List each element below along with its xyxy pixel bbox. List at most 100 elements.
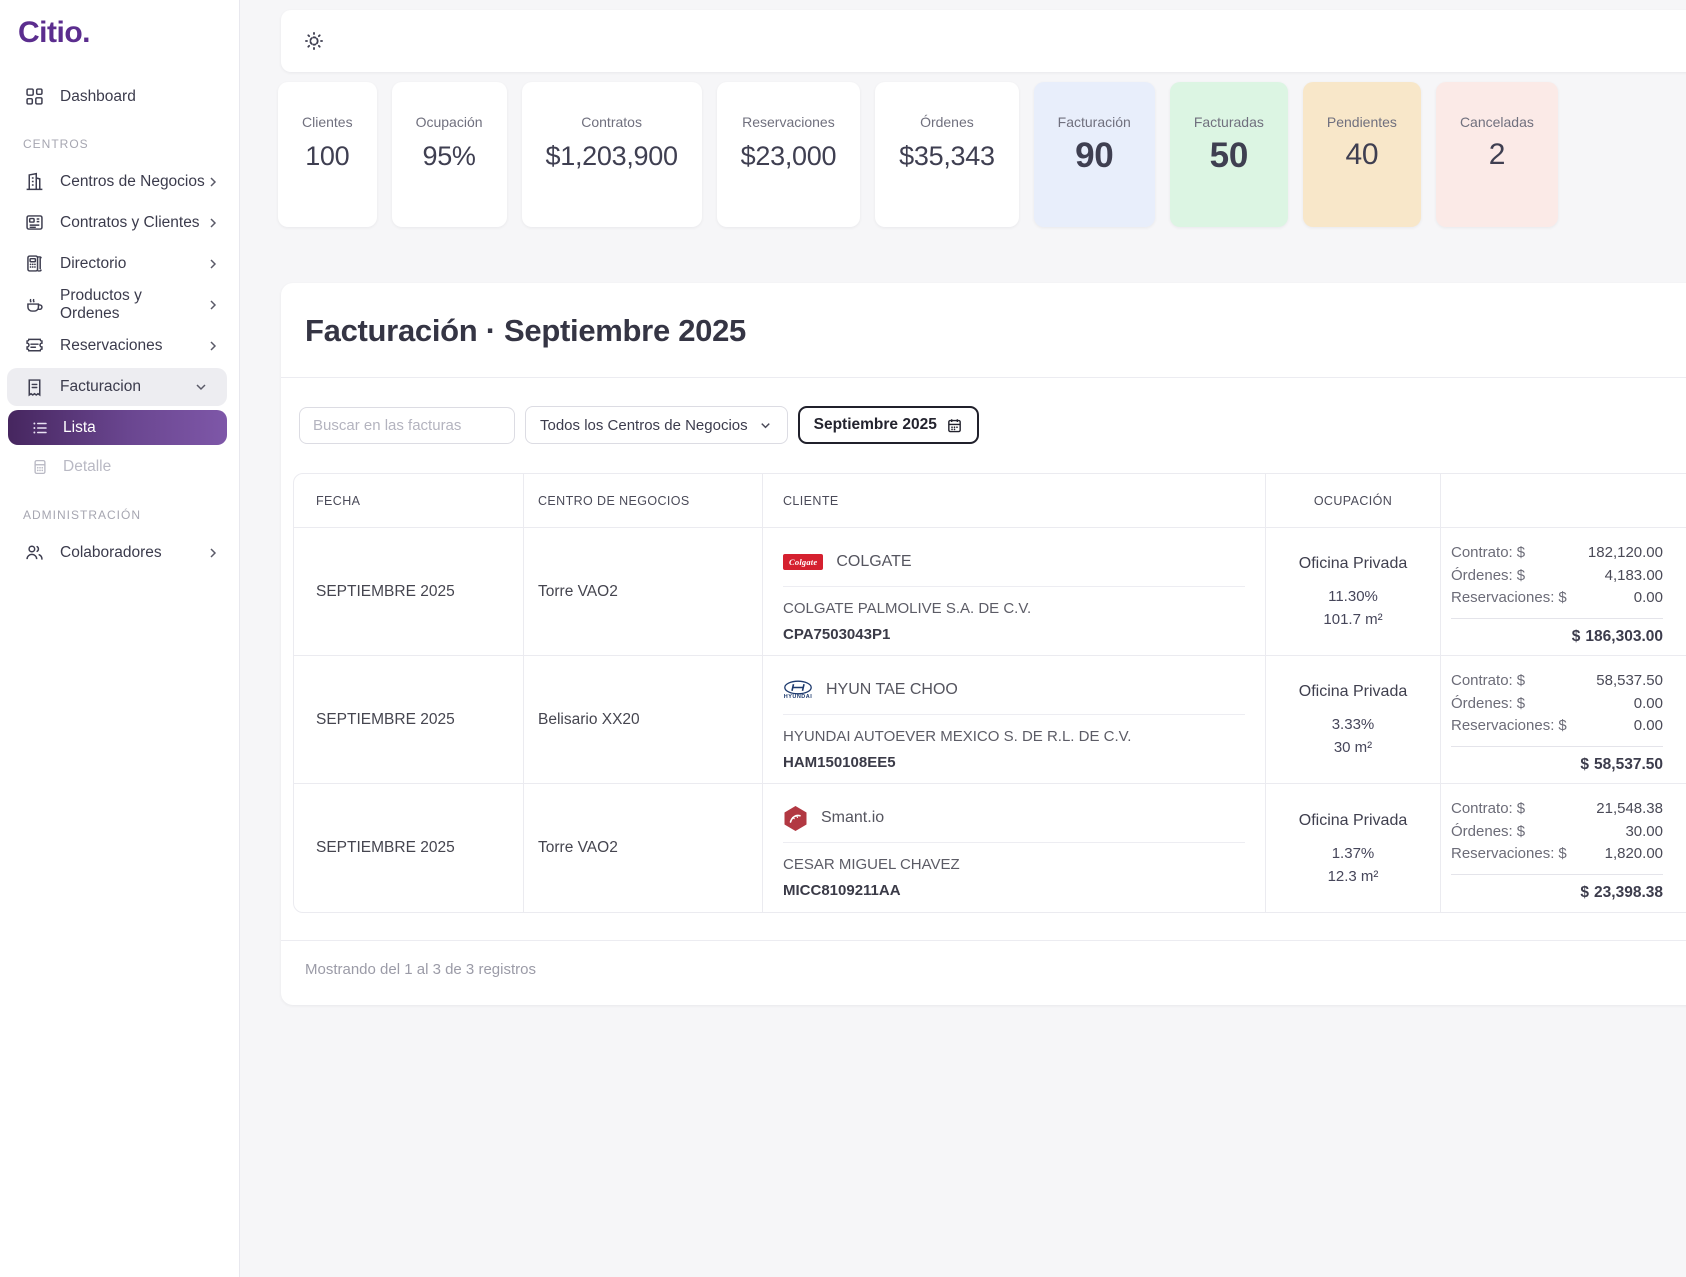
stat-label: Canceladas xyxy=(1459,114,1534,130)
value-label: Contrato: xyxy=(1451,800,1513,817)
client-rfc: CPA7503043P1 xyxy=(783,626,891,643)
client-company: COLGATE PALMOLIVE S.A. DE C.V. xyxy=(783,600,1032,617)
stat-label: Facturadas xyxy=(1193,114,1264,130)
section-label-administracion: ADMINISTRACIÓN xyxy=(23,508,142,522)
occupancy-area: 30 m² xyxy=(1333,739,1373,756)
client-name: Smant.io xyxy=(821,809,885,826)
chevron-down-icon xyxy=(193,379,209,395)
total-amount: $186,303.00 xyxy=(1571,627,1663,645)
chevron-right-icon xyxy=(205,215,221,231)
sidebar-item-contratos-y-clientes[interactable]: Contratos y Clientes xyxy=(0,202,239,243)
theme-toggle-button[interactable] xyxy=(297,24,331,58)
dashboard-icon xyxy=(24,86,45,107)
cell-centro: Belisario XX20 xyxy=(524,656,763,784)
col-header-valor: VALOR EN: xyxy=(1441,474,1686,528)
sidebar-item-centros-de-negocios[interactable]: Centros de Negocios xyxy=(0,161,239,202)
value-label: Órdenes: xyxy=(1451,694,1513,712)
sidebar-subitem-label: Lista xyxy=(63,418,96,436)
stat-value: $1,203,900 xyxy=(545,141,678,171)
stat-card-pendientes: Pendientes 40 xyxy=(1302,82,1421,227)
reservations-amount: 1,820.00 xyxy=(1604,845,1663,862)
contract-amount: 58,537.50 xyxy=(1596,672,1663,689)
sidebar-nav: Dashboard CENTROS Centros de Negocios Co… xyxy=(0,76,239,573)
divider xyxy=(783,842,1245,843)
currency-sign: $ xyxy=(1516,672,1526,689)
cell-valores: Contrato: $21,548.38 Órdenes: $30.00 Reser… xyxy=(1441,784,1686,912)
occupancy-type: Oficina Privada xyxy=(1298,555,1408,572)
sidebar-subitem-detalle[interactable]: Detalle xyxy=(8,449,227,484)
occupancy-percent: 1.37% xyxy=(1331,844,1375,862)
client-rfc: MICC8109211AA xyxy=(783,882,901,899)
reservations-amount: 0.00 xyxy=(1633,589,1663,606)
sidebar-item-productos-y-ordenes[interactable]: Productos y Ordenes xyxy=(0,284,239,325)
sun-icon xyxy=(303,30,325,52)
sidebar-subitem-lista[interactable]: Lista xyxy=(8,410,227,445)
main-content: Clientes 100 Ocupación 95% Contratos $1,… xyxy=(240,0,1686,1277)
colgate-logo: Colgate xyxy=(783,554,824,570)
search-input[interactable] xyxy=(299,406,515,444)
stats-row: Clientes 100 Ocupación 95% Contratos $1,… xyxy=(278,82,1686,227)
divider xyxy=(783,586,1245,587)
stat-card-facturadas: Facturadas 50 xyxy=(1169,82,1288,227)
cell-cliente: HYUNDAI HYUN TAE CHOO HYUNDAI AUTOEVER M… xyxy=(763,656,1266,784)
currency-sign: $ xyxy=(1558,717,1567,734)
stat-value: 100 xyxy=(305,141,350,171)
cell-ocupacion: Oficina Privada 1.37% 12.3 m² xyxy=(1266,784,1441,912)
chevron-right-icon xyxy=(205,545,221,561)
sidebar-item-label: Centros de Negocios xyxy=(60,172,205,190)
stat-value: 2 xyxy=(1488,138,1506,171)
smant-logo xyxy=(783,805,808,832)
calendar-icon xyxy=(946,417,963,434)
value-label: Contrato: xyxy=(1451,544,1513,561)
sidebar-item-dashboard[interactable]: Dashboard xyxy=(0,76,239,117)
occupancy-percent: 3.33% xyxy=(1331,716,1375,733)
stat-label: Facturación xyxy=(1057,114,1131,130)
chevron-right-icon xyxy=(205,174,221,190)
stat-label: Clientes xyxy=(302,114,353,130)
sidebar-item-reservaciones[interactable]: Reservaciones xyxy=(0,325,239,366)
stat-card-clientes: Clientes 100 xyxy=(278,82,377,227)
sidebar-item-label: Facturacion xyxy=(60,378,141,395)
business-center-select[interactable]: Todos los Centros de Negocios xyxy=(525,406,788,444)
users-icon xyxy=(24,542,45,563)
panel-footer: Mostrando del 1 al 3 de 3 registros xyxy=(281,940,1686,1005)
month-picker-value: Septiembre 2025 xyxy=(813,416,937,433)
currency-sign: $ xyxy=(1516,822,1526,840)
month-picker-button[interactable]: Septiembre 2025 xyxy=(797,406,979,444)
col-header-cliente: CLIENTE xyxy=(763,474,1266,528)
cell-ocupacion: Oficina Privada 3.33% 30 m² xyxy=(1266,656,1441,784)
facturacion-panel: Facturación · Septiembre 2025 Todos los … xyxy=(281,283,1686,1005)
chevron-right-icon xyxy=(205,338,221,354)
value-label: Órdenes: xyxy=(1451,822,1513,840)
detail-calculator-icon xyxy=(31,458,49,476)
col-header-centro: CENTRO DE NEGOCIOS xyxy=(524,474,763,528)
stat-value: $35,343 xyxy=(899,141,995,171)
sidebar-item-directorio[interactable]: Directorio xyxy=(0,243,239,284)
value-label: Contrato: xyxy=(1451,672,1513,689)
list-icon xyxy=(31,419,49,437)
sidebar-item-colaboradores[interactable]: Colaboradores xyxy=(0,532,239,573)
sidebar: Citio. Dashboard CENTROS Centros de Nego… xyxy=(0,0,240,1277)
sidebar-item-facturacion[interactable]: Facturacion xyxy=(7,368,227,406)
occupancy-area: 101.7 m² xyxy=(1323,611,1383,628)
building-icon xyxy=(24,171,45,192)
stat-value: 40 xyxy=(1345,138,1379,171)
total-amount: $23,398.38 xyxy=(1580,883,1663,901)
filters-row: Todos los Centros de Negocios Septiembre… xyxy=(281,378,1686,444)
topbar xyxy=(281,10,1686,72)
ticket-icon xyxy=(24,335,45,356)
stat-card-ordenes: Órdenes $35,343 xyxy=(875,82,1019,227)
invoice-icon xyxy=(24,377,45,398)
occupancy-type: Oficina Privada xyxy=(1298,811,1408,829)
client-name: COLGATE xyxy=(836,553,912,570)
total-amount: $58,537.50 xyxy=(1580,755,1663,773)
stat-label: Reservaciones xyxy=(742,114,835,130)
divider xyxy=(1451,745,1663,747)
stat-card-reservaciones: Reservaciones $23,000 xyxy=(716,82,861,227)
client-company: HYUNDAI AUTOEVER MEXICO S. DE R.L. DE C.… xyxy=(783,728,1132,745)
sidebar-item-label: Colaboradores xyxy=(60,543,162,561)
stat-card-canceladas: Canceladas 2 xyxy=(1435,82,1558,227)
section-label-centros: CENTROS xyxy=(23,137,89,151)
orders-amount: 30.00 xyxy=(1625,822,1663,840)
cell-valores: Contrato: $182,120.00 Órdenes: $4,183.00 R… xyxy=(1441,528,1686,656)
